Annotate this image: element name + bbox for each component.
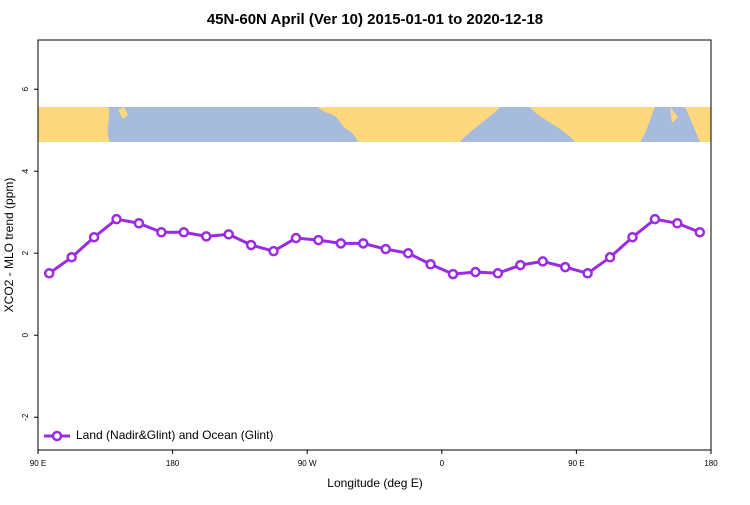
point bbox=[604, 252, 616, 263]
point bbox=[672, 218, 683, 229]
point bbox=[268, 245, 279, 257]
point bbox=[694, 227, 706, 238]
point bbox=[492, 268, 504, 279]
series-line bbox=[48, 217, 701, 276]
legend-label: Land (Nadir&Glint) and Ocean (Glint) bbox=[76, 428, 273, 442]
x-axis-label: Longitude (deg E) bbox=[327, 476, 422, 490]
point bbox=[470, 266, 481, 278]
y-tick-label: 6 bbox=[21, 86, 30, 91]
point bbox=[559, 261, 571, 273]
point bbox=[133, 218, 145, 229]
y-tick-label: 0 bbox=[21, 332, 30, 337]
point bbox=[380, 243, 391, 255]
point bbox=[245, 239, 257, 251]
x-tick-label: 90 E bbox=[568, 459, 584, 468]
point bbox=[447, 268, 459, 280]
point bbox=[627, 231, 638, 243]
point bbox=[66, 252, 77, 263]
point bbox=[43, 268, 55, 279]
point bbox=[111, 213, 122, 225]
x-tick-label: 180 bbox=[166, 459, 180, 468]
point bbox=[515, 259, 526, 271]
point bbox=[537, 256, 548, 267]
point bbox=[402, 247, 414, 259]
point bbox=[335, 238, 347, 249]
map-strip bbox=[38, 107, 711, 142]
y-tick-label: 4 bbox=[21, 168, 30, 173]
point bbox=[156, 227, 167, 238]
plot-frame bbox=[37, 39, 712, 451]
y-tick-label: -2 bbox=[21, 413, 30, 421]
x-tick-label: 180 bbox=[704, 459, 718, 468]
point bbox=[425, 259, 436, 270]
point bbox=[290, 232, 302, 244]
point bbox=[358, 238, 369, 249]
point bbox=[313, 234, 324, 246]
chart-title: 45N-60N April (Ver 10) 2015-01-01 to 202… bbox=[207, 11, 543, 28]
point bbox=[178, 227, 190, 238]
point bbox=[649, 213, 661, 225]
point bbox=[201, 231, 212, 242]
legend-marker bbox=[51, 430, 63, 442]
y-axis-label: XCO2 - MLO trend (ppm) bbox=[2, 178, 16, 313]
y-tick-label: 2 bbox=[21, 250, 30, 255]
point bbox=[88, 231, 100, 243]
x-tick-label: 0 bbox=[440, 459, 445, 468]
x-tick-label: 90 W bbox=[298, 459, 317, 468]
point bbox=[223, 229, 234, 240]
x-tick-label: 90 E bbox=[30, 459, 46, 468]
point bbox=[582, 268, 593, 279]
